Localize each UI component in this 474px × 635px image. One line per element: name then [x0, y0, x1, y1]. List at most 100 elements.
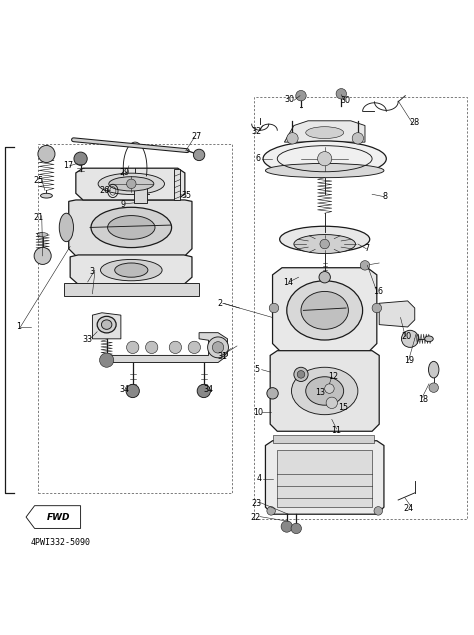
- Ellipse shape: [306, 127, 344, 138]
- Text: 18: 18: [418, 395, 428, 404]
- Ellipse shape: [306, 377, 344, 405]
- Circle shape: [34, 248, 51, 264]
- Text: 21: 21: [34, 213, 44, 222]
- Ellipse shape: [98, 173, 164, 194]
- Circle shape: [326, 397, 337, 408]
- Text: 4: 4: [257, 474, 262, 483]
- Text: 15: 15: [338, 403, 348, 412]
- Text: 28: 28: [409, 117, 419, 127]
- Circle shape: [169, 341, 182, 354]
- Text: 4PWI332-5090: 4PWI332-5090: [31, 538, 91, 547]
- Text: 6: 6: [256, 154, 261, 163]
- Bar: [64, 283, 199, 296]
- Circle shape: [127, 179, 136, 189]
- Text: 29: 29: [119, 168, 129, 177]
- Text: 31: 31: [218, 352, 228, 361]
- Ellipse shape: [59, 213, 73, 242]
- Ellipse shape: [91, 207, 172, 248]
- Bar: [134, 184, 147, 203]
- Text: 20: 20: [401, 332, 412, 341]
- Circle shape: [325, 384, 334, 393]
- Circle shape: [372, 304, 382, 313]
- Text: 1: 1: [17, 323, 21, 331]
- Text: 22: 22: [251, 513, 261, 522]
- Circle shape: [352, 133, 364, 144]
- Ellipse shape: [37, 232, 48, 236]
- Circle shape: [429, 383, 438, 392]
- Ellipse shape: [108, 216, 155, 239]
- Bar: [38, 145, 232, 493]
- Ellipse shape: [100, 260, 162, 281]
- Text: 11: 11: [331, 426, 342, 435]
- Ellipse shape: [109, 177, 154, 191]
- Polygon shape: [109, 333, 228, 363]
- Ellipse shape: [280, 226, 370, 252]
- Ellipse shape: [301, 291, 348, 330]
- Text: 19: 19: [404, 356, 414, 364]
- Ellipse shape: [115, 263, 148, 277]
- Circle shape: [336, 88, 346, 99]
- Bar: [254, 97, 467, 519]
- Circle shape: [126, 384, 139, 398]
- Polygon shape: [69, 200, 192, 256]
- Text: 7: 7: [365, 244, 370, 253]
- Bar: [174, 169, 180, 200]
- Circle shape: [38, 145, 55, 163]
- Text: 23: 23: [251, 499, 261, 508]
- Circle shape: [360, 260, 370, 270]
- Ellipse shape: [265, 163, 384, 178]
- Circle shape: [374, 507, 383, 515]
- Text: 34: 34: [119, 385, 130, 394]
- Ellipse shape: [101, 320, 112, 330]
- Circle shape: [291, 523, 301, 533]
- Circle shape: [294, 367, 308, 382]
- Text: 17: 17: [63, 161, 73, 170]
- Circle shape: [212, 342, 224, 353]
- Text: 14: 14: [283, 278, 293, 287]
- Circle shape: [74, 152, 87, 165]
- Text: 33: 33: [82, 335, 93, 344]
- Circle shape: [197, 384, 210, 398]
- Circle shape: [267, 387, 278, 399]
- Circle shape: [281, 521, 292, 532]
- Circle shape: [318, 152, 332, 166]
- Text: 16: 16: [373, 287, 383, 296]
- Circle shape: [208, 337, 228, 358]
- Circle shape: [146, 341, 158, 354]
- Text: 25: 25: [34, 175, 44, 185]
- Text: 30: 30: [284, 95, 294, 104]
- Circle shape: [127, 341, 139, 354]
- Polygon shape: [270, 351, 379, 431]
- Ellipse shape: [287, 281, 363, 340]
- Circle shape: [269, 304, 279, 313]
- Circle shape: [297, 371, 305, 378]
- Ellipse shape: [292, 367, 358, 415]
- Ellipse shape: [425, 336, 433, 342]
- Text: 9: 9: [121, 200, 126, 209]
- Polygon shape: [26, 505, 81, 528]
- Circle shape: [287, 133, 298, 144]
- Text: 34: 34: [203, 385, 214, 394]
- Text: 26: 26: [99, 186, 109, 195]
- Text: 32: 32: [252, 127, 262, 136]
- Polygon shape: [273, 268, 377, 353]
- Text: 8: 8: [383, 192, 387, 201]
- Circle shape: [401, 330, 419, 347]
- Text: 30: 30: [340, 96, 350, 105]
- Polygon shape: [284, 121, 365, 142]
- Polygon shape: [92, 313, 121, 339]
- Ellipse shape: [428, 361, 439, 378]
- Bar: [277, 450, 372, 507]
- Ellipse shape: [263, 141, 386, 177]
- Polygon shape: [70, 255, 192, 284]
- Circle shape: [193, 149, 205, 161]
- Text: 2: 2: [218, 299, 223, 308]
- Text: 27: 27: [191, 132, 201, 141]
- Polygon shape: [379, 301, 415, 327]
- Text: 5: 5: [255, 365, 260, 374]
- Text: 24: 24: [403, 504, 414, 512]
- Ellipse shape: [294, 234, 356, 253]
- Circle shape: [319, 272, 330, 283]
- Ellipse shape: [97, 316, 116, 333]
- Text: FWD: FWD: [46, 512, 70, 521]
